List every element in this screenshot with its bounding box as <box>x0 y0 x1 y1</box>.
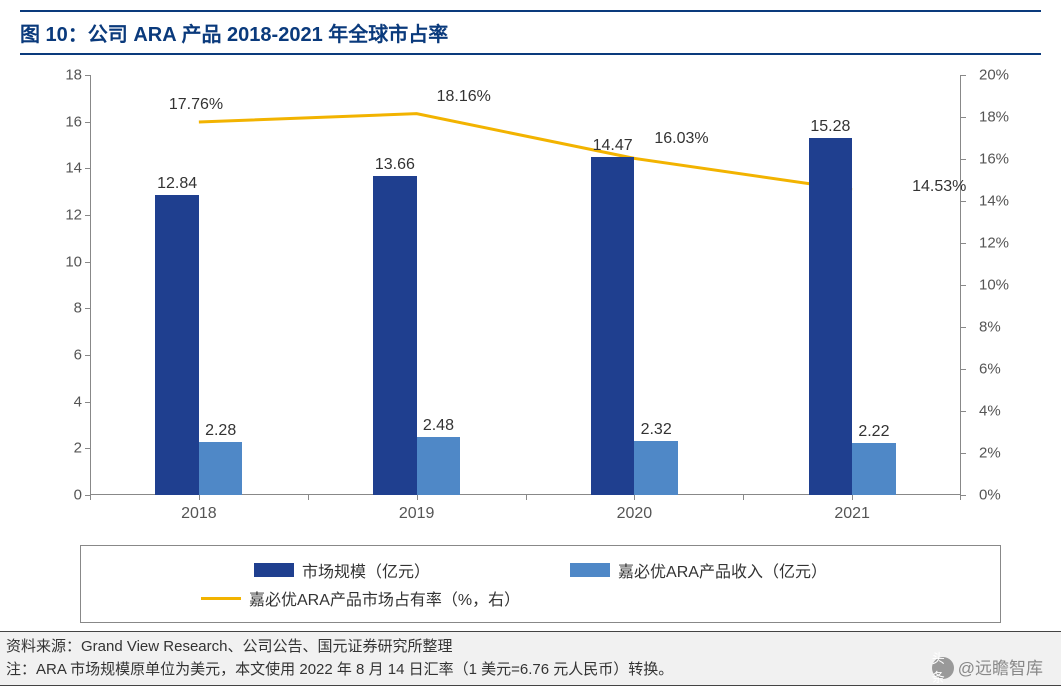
y-left-tick: 2 <box>74 440 82 457</box>
tick-mark <box>85 122 90 123</box>
bar-label: 13.66 <box>375 156 415 174</box>
plot-area: 12.84 2.28 13.66 2.48 14.47 2.32 15.28 2.22 17.7… <box>90 75 961 495</box>
bar-label: 12.84 <box>157 175 197 193</box>
tick-mark <box>961 285 966 286</box>
y-left-tick: 12 <box>65 207 82 224</box>
legend-swatch-market <box>254 563 294 577</box>
y-right-tick: 10% <box>979 277 1009 294</box>
tick-mark <box>85 168 90 169</box>
tick-mark <box>85 308 90 309</box>
bar-label: 15.28 <box>810 118 850 136</box>
tick-mark <box>961 495 966 496</box>
y-right-tick: 4% <box>979 403 1001 420</box>
legend-item-market: 市场规模（亿元） <box>254 558 430 582</box>
bar-label: 2.32 <box>641 421 672 439</box>
y-left-tick: 8 <box>74 300 82 317</box>
y-right-tick: 18% <box>979 109 1009 126</box>
y-axis-left: 024681012141618 <box>40 75 90 495</box>
tick-mark <box>961 117 966 118</box>
watermark: 头条 @远瞻智库 <box>932 656 1043 682</box>
legend-row-2: 嘉必优ARA产品市场占有率（%，右） <box>101 586 980 610</box>
y-axis-right: 0%2%4%6%8%10%12%14%16%18%20% <box>971 75 1021 495</box>
figure-title: 图 10：公司 ARA 产品 2018-2021 年全球市占率 <box>20 24 448 46</box>
tick-mark <box>85 448 90 449</box>
tick-mark <box>961 411 966 412</box>
watermark-icon: 头条 <box>932 657 954 679</box>
bar-label: 2.48 <box>423 417 454 435</box>
bar-label: 14.47 <box>593 137 633 155</box>
y-right-tick: 20% <box>979 67 1009 84</box>
y-right-tick: 14% <box>979 193 1009 210</box>
bar-label: 2.28 <box>205 422 236 440</box>
tick-mark <box>961 159 966 160</box>
y-right-tick: 0% <box>979 487 1001 504</box>
x-tick: 2019 <box>399 505 435 523</box>
line-label: 17.76% <box>169 96 223 114</box>
y-left-tick: 4 <box>74 393 82 410</box>
y-right-tick: 12% <box>979 235 1009 252</box>
bar <box>417 437 461 495</box>
tick-mark <box>961 75 966 76</box>
y-right-tick: 6% <box>979 361 1001 378</box>
legend-row-1: 市场规模（亿元） 嘉必优ARA产品收入（亿元） <box>101 558 980 582</box>
y-left-tick: 18 <box>65 67 82 84</box>
y-left-tick: 10 <box>65 253 82 270</box>
tick-mark <box>961 453 966 454</box>
y-left-tick: 0 <box>74 487 82 504</box>
tick-mark <box>85 402 90 403</box>
figure-container: 图 10：公司 ARA 产品 2018-2021 年全球市占率 0 2 4 6 8 10 1… <box>0 0 1061 623</box>
y-right-tick: 16% <box>979 151 1009 168</box>
bar <box>591 157 635 495</box>
tick-mark <box>961 243 966 244</box>
tick-mark <box>961 327 966 328</box>
footnote-note: 注：ARA 市场规模原单位为美元，本文使用 2022 年 8 月 14 日汇率（… <box>6 659 1055 682</box>
chart-area: 024681012141618 0%2%4%6%8%10%12%14%16%18… <box>40 75 1021 535</box>
legend-label-market: 市场规模（亿元） <box>302 558 430 582</box>
tick-mark <box>961 201 966 202</box>
bar-label: 2.22 <box>858 423 889 441</box>
legend-label-revenue: 嘉必优ARA产品收入（亿元） <box>618 558 827 582</box>
line-label: 14.53% <box>912 178 966 196</box>
bar <box>155 195 199 495</box>
legend-line-share <box>201 597 241 600</box>
bar <box>809 138 853 495</box>
bar <box>199 442 243 495</box>
y-right-tick: 2% <box>979 445 1001 462</box>
line-path <box>199 114 852 190</box>
y-right-tick: 8% <box>979 319 1001 336</box>
x-tick: 2018 <box>181 505 217 523</box>
tick-mark <box>85 75 90 76</box>
watermark-text: @远瞻智库 <box>958 656 1043 682</box>
y-left-tick: 6 <box>74 347 82 364</box>
legend-item-revenue: 嘉必优ARA产品收入（亿元） <box>570 558 827 582</box>
y-left-tick: 14 <box>65 160 82 177</box>
x-axis: 2018 2019 2020 2021 <box>90 495 961 535</box>
bar <box>634 441 678 495</box>
tick-mark <box>85 355 90 356</box>
line-label: 18.16% <box>437 88 491 106</box>
footnotes: 资料来源：Grand View Research、公司公告、国元证券研究所整理 … <box>0 631 1061 686</box>
tick-mark <box>85 215 90 216</box>
y-left-tick: 16 <box>65 113 82 130</box>
bar <box>852 443 896 495</box>
x-tick: 2021 <box>834 505 870 523</box>
tick-mark <box>961 369 966 370</box>
footnote-source: 资料来源：Grand View Research、公司公告、国元证券研究所整理 <box>6 636 1055 659</box>
figure-title-bar: 图 10：公司 ARA 产品 2018-2021 年全球市占率 <box>20 10 1041 55</box>
bar <box>373 176 417 495</box>
x-tick: 2020 <box>617 505 653 523</box>
legend-swatch-revenue <box>570 563 610 577</box>
line-label: 16.03% <box>654 130 708 148</box>
legend-label-share: 嘉必优ARA产品市场占有率（%，右） <box>249 586 520 610</box>
legend: 市场规模（亿元） 嘉必优ARA产品收入（亿元） 嘉必优ARA产品市场占有率（%，… <box>80 545 1001 623</box>
tick-mark <box>85 262 90 263</box>
legend-item-share: 嘉必优ARA产品市场占有率（%，右） <box>201 586 520 610</box>
